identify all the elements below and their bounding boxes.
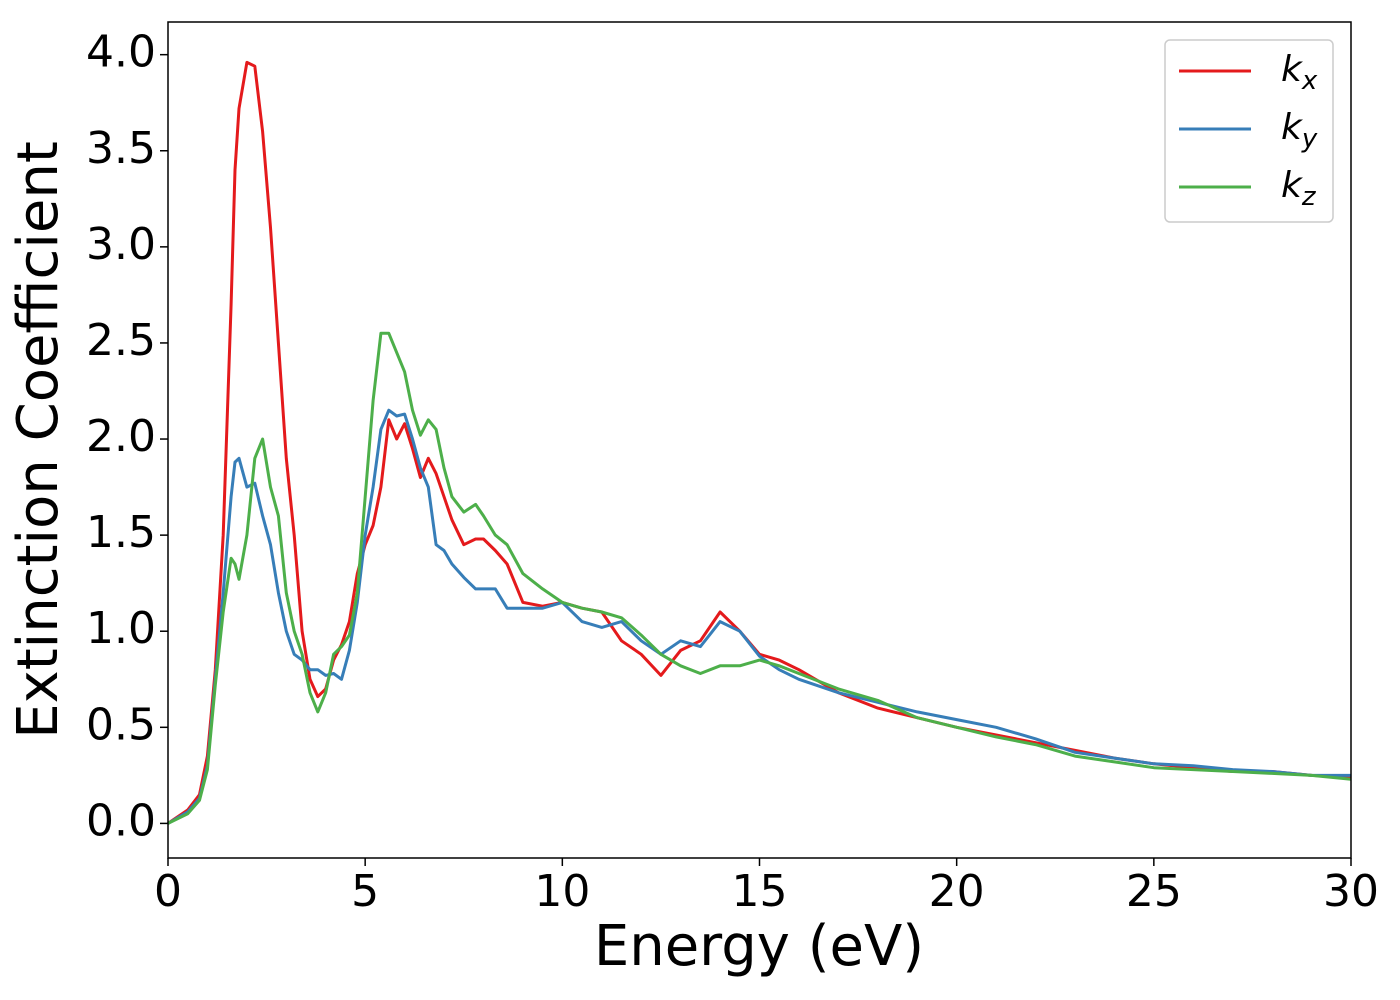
x-tick-label: 20 xyxy=(929,866,985,917)
x-tick-label: 5 xyxy=(351,866,379,917)
legend-label: kz xyxy=(1281,165,1317,212)
x-tick-label: 25 xyxy=(1126,866,1182,917)
x-tick-label: 10 xyxy=(534,866,590,917)
x-axis-label: Energy (eV) xyxy=(594,914,924,979)
series-line xyxy=(167,331,1352,825)
legend-label: kx xyxy=(1281,49,1318,96)
legend-box xyxy=(1164,39,1334,223)
y-tick-label: 3.5 xyxy=(86,123,156,174)
y-tick-label: 2.5 xyxy=(86,315,156,366)
x-tick-label: 15 xyxy=(732,866,788,917)
x-tick-label: 30 xyxy=(1323,866,1379,917)
y-tick-label: 2.0 xyxy=(86,411,156,462)
y-tick-label: 0.0 xyxy=(86,795,156,846)
y-tick-label: 4.0 xyxy=(86,27,156,78)
series-line xyxy=(167,60,1352,825)
y-tick-label: 1.0 xyxy=(86,603,156,654)
series-line xyxy=(167,408,1351,825)
y-axis-label: Extinction Coefficient xyxy=(6,141,71,739)
y-tick-label: 3.0 xyxy=(86,219,156,270)
x-tick-label: 0 xyxy=(154,866,182,917)
legend-label: ky xyxy=(1281,107,1318,154)
y-tick-label: 0.5 xyxy=(86,699,156,750)
plot-frame xyxy=(167,21,1352,859)
y-tick-label: 1.5 xyxy=(86,507,156,558)
